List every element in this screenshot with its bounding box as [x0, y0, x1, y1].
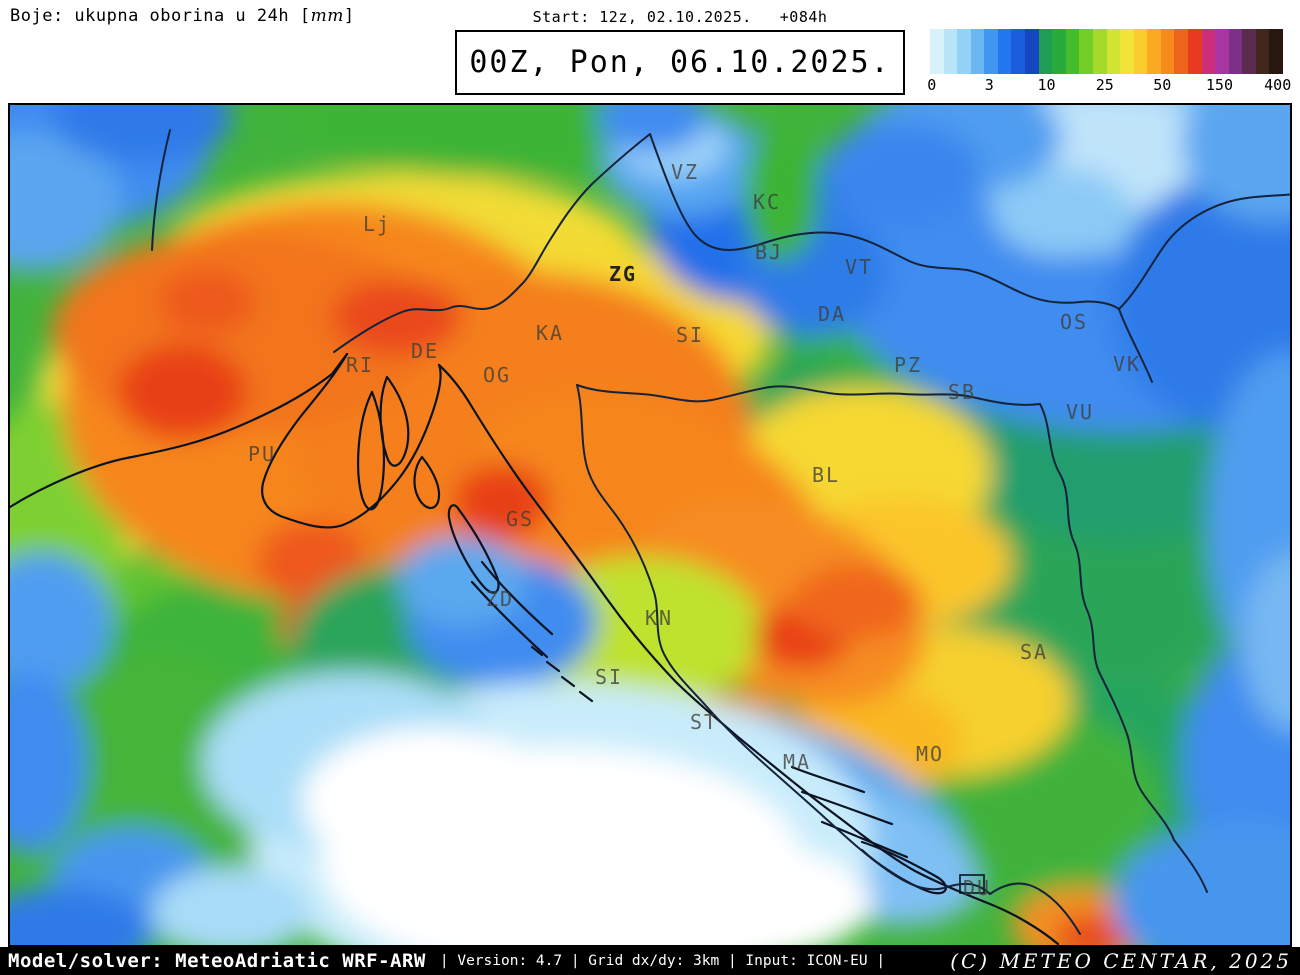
- city-label-st: ST: [689, 710, 719, 734]
- city-label-pu: PU: [247, 442, 277, 466]
- variable-unit: mm: [310, 6, 344, 26]
- colorbar-tick: 3: [984, 76, 994, 94]
- colorbar-cell: [1269, 29, 1284, 74]
- copyright: (C) METEO CENTAR, 2025: [950, 949, 1292, 973]
- city-label-si: SI: [594, 665, 624, 689]
- colorbar-tick: 400: [1264, 76, 1292, 94]
- colorbar-cell: [1133, 29, 1148, 74]
- city-label-lj: Lj: [362, 212, 392, 236]
- city-label-og: OG: [482, 363, 512, 387]
- city-label-kc: KC: [752, 190, 782, 214]
- run-start-label: Start: 12z, 02.10.2025.: [532, 8, 752, 26]
- run-details: | Version: 4.7 | Grid dx/dy: 3km | Input…: [439, 953, 886, 969]
- colorbar-cell: [930, 29, 944, 74]
- colorbar-cell: [1052, 29, 1066, 74]
- colorbar-cell: [1065, 29, 1080, 74]
- city-label-os: OS: [1059, 310, 1089, 334]
- forecast-hour: +084h: [779, 8, 828, 26]
- city-label-vz: VZ: [670, 160, 700, 184]
- city-label-ri: RI: [345, 353, 375, 377]
- colorbar-cell: [1255, 29, 1270, 74]
- city-label-si: SI: [675, 323, 705, 347]
- city-labels-layer: Lj VZ KC BJ ZG KA SI DE RI OG VT DA OS PZ SB VK VU PU BL GS…: [10, 105, 1290, 945]
- footer-bar: Model/solver: MeteoAdriatic WRF-ARW | Ve…: [0, 947, 1300, 975]
- colorbar-cell: [943, 29, 958, 74]
- colorbar-cell: [1174, 29, 1188, 74]
- colorbar-cell: [1079, 29, 1093, 74]
- precipitation-field: [10, 105, 1290, 945]
- valid-time-box: 00Z, Pon, 06.10.2025.: [455, 30, 905, 95]
- variable-suffix: ]: [343, 6, 355, 26]
- city-label-zd: ZD: [485, 587, 515, 611]
- colorbar-cell: [1025, 29, 1039, 74]
- city-label-sb: SB: [947, 380, 977, 404]
- colorbar-cell: [1201, 29, 1216, 74]
- colorbar-cell: [1011, 29, 1026, 74]
- run-start-line: Start: 12z, 02.10.2025. +084h: [455, 8, 905, 26]
- city-label-bl: BL: [811, 463, 841, 487]
- city-label-da: DA: [817, 302, 847, 326]
- city-label-pz: PZ: [893, 353, 923, 377]
- colorbar-cell: [1147, 29, 1161, 74]
- city-label-de: DE: [410, 339, 440, 363]
- precipitation-colorbar: [930, 29, 1284, 74]
- colorbar-tick: 150: [1205, 76, 1233, 94]
- colorbar-cell: [1106, 29, 1121, 74]
- city-label-sa: SA: [1019, 640, 1049, 664]
- colorbar-cell: [1038, 29, 1053, 74]
- colorbar-tick: 0: [927, 76, 937, 94]
- colorbar-tick: 50: [1153, 76, 1172, 94]
- colorbar-cell: [1120, 29, 1134, 74]
- city-label-vt: VT: [844, 255, 874, 279]
- model-label: Model/solver: MeteoAdriatic WRF-ARW: [8, 950, 426, 972]
- colorbar-tick: 10: [1037, 76, 1056, 94]
- colorbar-cell: [1228, 29, 1243, 74]
- city-label-bj: BJ: [754, 240, 784, 264]
- colorbar-cell: [1092, 29, 1107, 74]
- city-label-zg: ZG: [608, 262, 638, 286]
- colorbar-cell: [997, 29, 1012, 74]
- city-label-du: DU: [962, 876, 992, 900]
- city-label-ka: KA: [535, 321, 565, 345]
- precipitation-map: Lj VZ KC BJ ZG KA SI DE RI OG VT DA OS PZ SB VK VU PU BL GS…: [8, 103, 1292, 947]
- country-borders: [151, 129, 1290, 935]
- colorbar-cell: [1160, 29, 1175, 74]
- coastline: [10, 352, 1060, 945]
- variable-label: Boje: ukupna oborina u 24h [mm]: [10, 6, 355, 26]
- colorbar-tick: 25: [1095, 76, 1114, 94]
- city-label-ma: MA: [782, 750, 812, 774]
- city-label-gs: GS: [505, 507, 535, 531]
- colorbar-cell: [1215, 29, 1229, 74]
- colorbar-cell: [970, 29, 985, 74]
- colorbar-cell: [1242, 29, 1256, 74]
- colorbar-cell: [1187, 29, 1202, 74]
- variable-prefix: Boje: ukupna oborina u 24h [: [10, 6, 311, 26]
- city-label-vu: VU: [1065, 400, 1095, 424]
- valid-datetime: 00Z, Pon, 06.10.2025.: [469, 45, 891, 80]
- colorbar-cell: [957, 29, 971, 74]
- colorbar-tick-labels: 0 3 10 25 50 150 400: [927, 76, 1291, 96]
- city-label-kn: KN: [644, 606, 674, 630]
- colorbar-cell: [984, 29, 998, 74]
- city-label-vk: VK: [1112, 352, 1142, 376]
- city-label-mo: MO: [915, 742, 945, 766]
